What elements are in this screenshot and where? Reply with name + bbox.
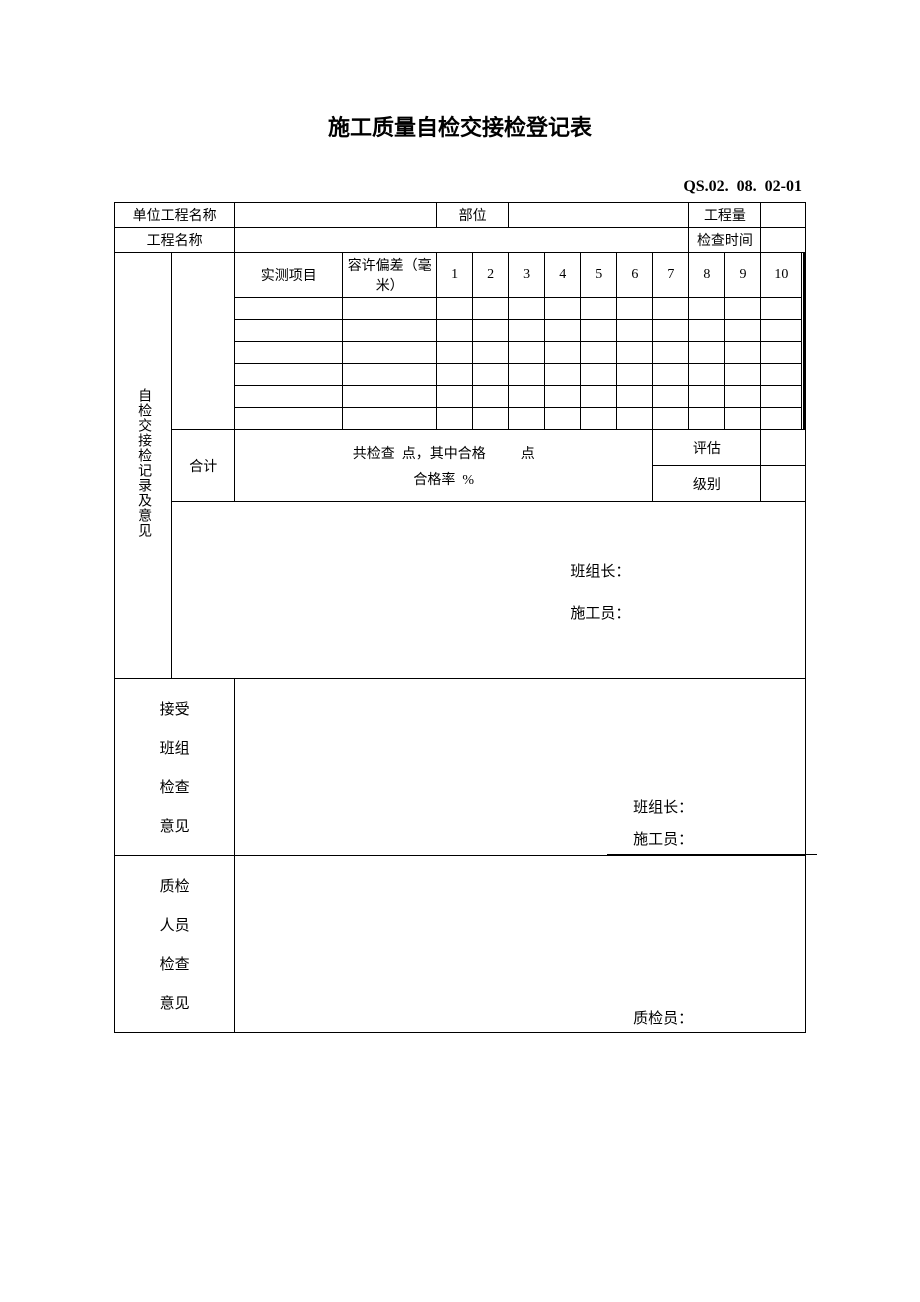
- doc-code: QS.02. 08. 02-01: [114, 178, 806, 196]
- col-n3: 3: [509, 253, 545, 298]
- sig-underline: [607, 854, 817, 855]
- header-row-1: 单位工程名称 部位 工程量: [115, 203, 806, 228]
- summary-text: 共检查 点，其中合格 点 合格率 %: [235, 430, 653, 502]
- section1-sig-row: 班组长： 施工员：: [115, 502, 806, 679]
- label-grade: 级别: [653, 466, 761, 502]
- side-spacer: [172, 253, 235, 430]
- section2-label: 接受 班组 检查 意见: [115, 679, 235, 856]
- sig-team-leader-1: 班组长：: [570, 560, 630, 581]
- sig-builder-2: 施工员：: [633, 828, 693, 849]
- label-project: 工程名称: [115, 228, 235, 253]
- summary-row-1: 合计 共检查 点，其中合格 点 合格率 % 评估: [115, 430, 806, 466]
- value-grade: [761, 466, 806, 502]
- label-total: 合计: [172, 430, 235, 502]
- col-n7: 7: [653, 253, 689, 298]
- section3-row: 质检 人员 检查 意见 质检员：: [115, 856, 806, 1033]
- col-n2: 2: [473, 253, 509, 298]
- sig-builder-1: 施工员：: [570, 602, 630, 623]
- value-project: [235, 228, 689, 253]
- form-table: 单位工程名称 部位 工程量 工程名称 检查时间 自检交接检记录及意见 实测项目 …: [114, 202, 806, 1033]
- col-measured: 实测项目: [235, 253, 343, 298]
- label-part: 部位: [437, 203, 509, 228]
- col-n10: 10: [761, 253, 802, 298]
- section2-content: 班组长： 施工员：: [235, 679, 806, 856]
- label-unit-project: 单位工程名称: [115, 203, 235, 228]
- label-eval: 评估: [653, 430, 761, 466]
- col-tolerance: 容许偏差（毫米）: [343, 253, 437, 298]
- value-unit-project: [235, 203, 437, 228]
- col-n5: 5: [581, 253, 617, 298]
- doc-title: 施工质量自检交接检登记表: [114, 110, 806, 142]
- section2-row: 接受 班组 检查 意见 班组长： 施工员：: [115, 679, 806, 856]
- measure-header-row: 自检交接检记录及意见 实测项目 容许偏差（毫米） 1 2 3 4 5 6 7 8…: [115, 253, 806, 298]
- col-n1: 1: [437, 253, 473, 298]
- label-check-time: 检查时间: [689, 228, 761, 253]
- section1-sig-cell: 班组长： 施工员：: [172, 502, 806, 679]
- sig-team-leader-2: 班组长：: [633, 796, 693, 817]
- col-n8: 8: [689, 253, 725, 298]
- col-n4: 4: [545, 253, 581, 298]
- page: 施工质量自检交接检登记表 QS.02. 08. 02-01 单位工程名称 部位 …: [0, 0, 920, 1033]
- value-part: [509, 203, 689, 228]
- col-n6: 6: [617, 253, 653, 298]
- header-row-2: 工程名称 检查时间: [115, 228, 806, 253]
- value-qty: [761, 203, 806, 228]
- value-check-time: [761, 228, 806, 253]
- section3-label: 质检 人员 检查 意见: [115, 856, 235, 1033]
- value-eval: [761, 430, 806, 466]
- label-qty: 工程量: [689, 203, 761, 228]
- spacer-split-d: [804, 253, 805, 430]
- col-n9: 9: [725, 253, 761, 298]
- side-label-self-check: 自检交接检记录及意见: [115, 253, 172, 679]
- sig-qc: 质检员：: [633, 1007, 693, 1028]
- section3-content: 质检员：: [235, 856, 806, 1033]
